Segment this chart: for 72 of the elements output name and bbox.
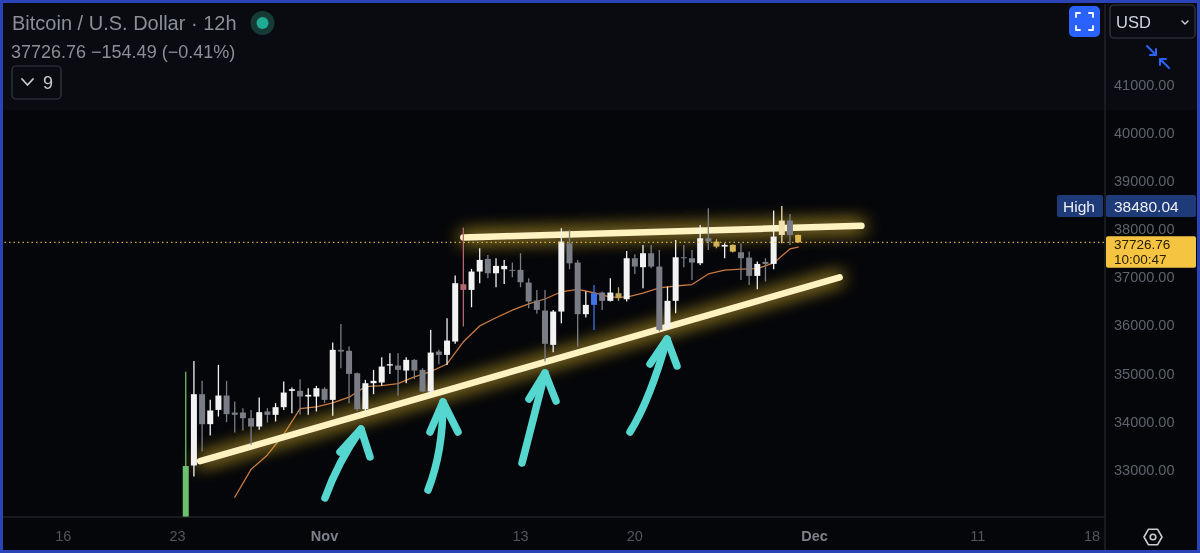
y-tick-label: 36000.00: [1114, 317, 1175, 334]
y-tick-label: 34000.00: [1114, 413, 1175, 430]
candlestick: [378, 356, 385, 387]
ref-line-label: 37726.76: [1114, 237, 1171, 253]
candlestick: [435, 349, 442, 365]
candlestick: [566, 229, 573, 270]
candlestick: [533, 289, 540, 315]
candlestick: [248, 409, 255, 446]
candlestick: [484, 254, 491, 279]
y-tick-label: 39000.00: [1114, 173, 1175, 190]
candlestick: [762, 257, 769, 283]
candlestick: [582, 290, 589, 319]
x-tick-label: Nov: [310, 528, 339, 544]
candlestick: [705, 207, 712, 251]
candlestick: [288, 386, 295, 414]
candlestick: [501, 259, 508, 285]
candlestick: [313, 385, 320, 413]
candlestick: [346, 345, 353, 404]
text: 10:00:47: [1114, 251, 1167, 267]
candlestick: [305, 387, 312, 416]
candlestick: [403, 356, 410, 384]
x-tick-label: 11: [970, 528, 986, 544]
candlestick: [591, 284, 598, 331]
candlestick: [599, 290, 606, 311]
candlestick: [444, 317, 451, 366]
candlestick: [411, 358, 418, 380]
candlestick: [395, 352, 402, 397]
y-tick-label: 35000.00: [1114, 365, 1175, 382]
y-tick-label: 40000.00: [1114, 124, 1175, 141]
candlestick: [468, 268, 475, 308]
text: High 38480.04: [1063, 197, 1179, 215]
candlestick: [386, 352, 393, 375]
y-tick-label: 37000.00: [1114, 269, 1175, 286]
candlestick: [525, 277, 532, 309]
candlestick: [607, 277, 614, 303]
x-tick-label: Dec: [801, 528, 828, 544]
candlestick: [223, 380, 230, 423]
candlestick: [778, 205, 785, 244]
currency-dropdown: USD: [1109, 4, 1196, 39]
candlestick: [680, 244, 687, 268]
candlestick: [215, 364, 222, 418]
candlestick: [476, 247, 483, 284]
candlestick: [648, 244, 655, 269]
candlestick: [419, 367, 426, 393]
candlestick: [688, 249, 695, 281]
x-tick-label: 20: [626, 528, 643, 544]
chart-title: Bitcoin / U.S. Dollar · 12h: [12, 12, 237, 34]
text: 37726.76 −154.49 (−0.41%): [11, 42, 236, 62]
candlestick: [786, 213, 793, 246]
x-tick-label: 13: [512, 528, 529, 544]
candlestick: [631, 253, 638, 275]
toggle-button: 9: [11, 65, 62, 100]
y-tick-label: 41000.00: [1114, 76, 1175, 93]
candlestick: [493, 257, 500, 288]
candlestick: [737, 242, 744, 281]
annotation: 9: [43, 73, 54, 93]
candlestick: [297, 378, 304, 416]
candlestick: [460, 226, 467, 328]
candlestick: [280, 380, 287, 411]
candlestick: [207, 399, 214, 437]
candlestick: [272, 402, 279, 423]
x-tick-label: 23: [169, 528, 186, 544]
candlestick: [746, 250, 753, 286]
candlestick: [754, 260, 761, 290]
y-tick-label: 38000.00: [1114, 221, 1175, 238]
candlestick: [256, 396, 263, 431]
y-tick-label: 33000.00: [1114, 461, 1175, 478]
x-tick-label: 18: [1084, 528, 1101, 544]
candlestick: [337, 323, 344, 369]
candlestick: [640, 244, 646, 289]
candlestick: [517, 252, 524, 288]
x-tick-label: 16: [55, 528, 72, 544]
